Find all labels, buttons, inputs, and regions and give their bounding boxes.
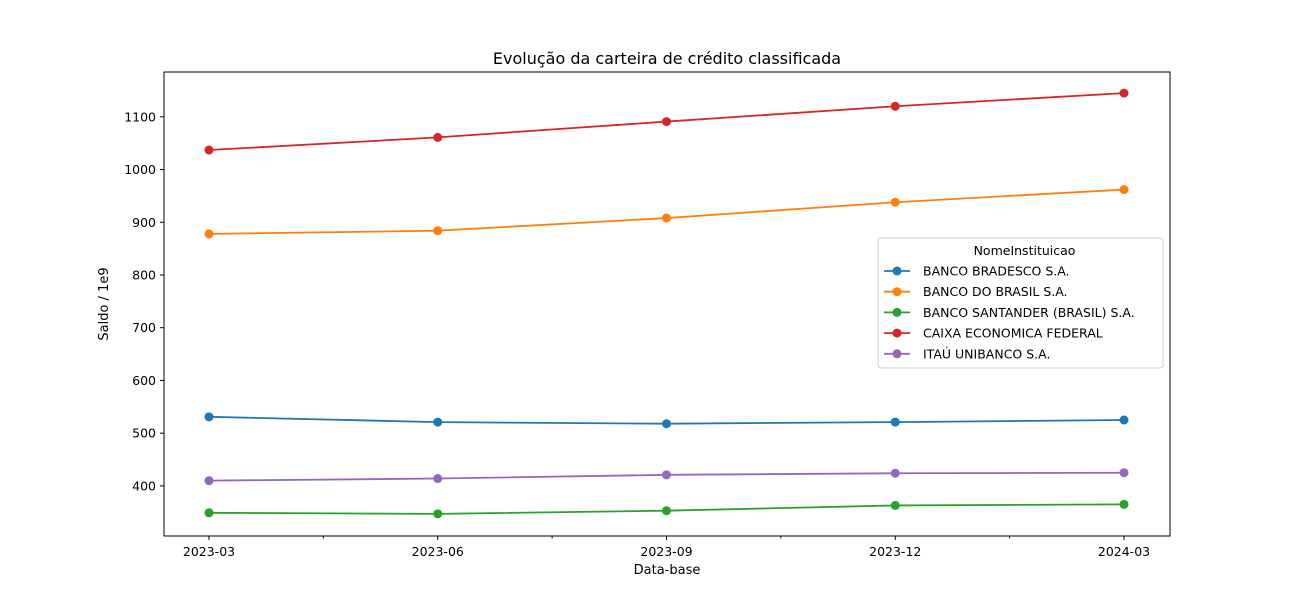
- x-tick-label: 2023-06: [412, 544, 464, 559]
- data-point: [1119, 499, 1129, 509]
- series-0: [204, 412, 1129, 429]
- series-3: [204, 88, 1129, 155]
- legend-title: NomeInstituicao: [974, 243, 1076, 258]
- data-point: [204, 145, 214, 155]
- legend-swatch-marker: [892, 328, 902, 338]
- x-tick-label: 2023-12: [869, 544, 921, 559]
- legend: NomeInstituicao BANCO BRADESCO S.A. BANCO …: [877, 237, 1164, 369]
- legend-swatch-marker: [892, 266, 902, 276]
- data-point: [890, 500, 900, 510]
- data-point: [1119, 415, 1129, 425]
- legend-box: [877, 237, 1164, 369]
- y-tick-label: 1000: [124, 162, 156, 177]
- data-point: [433, 132, 443, 142]
- data-point: [433, 417, 443, 427]
- data-point: [662, 117, 671, 127]
- legend-item: BANCO DO BRASIL S.A.: [884, 284, 1068, 299]
- data-point: [662, 506, 671, 516]
- y-tick-label: 900: [132, 215, 156, 230]
- legend-label: BANCO SANTANDER (BRASIL) S.A.: [923, 305, 1135, 320]
- series-2: [204, 499, 1129, 519]
- data-point: [662, 213, 671, 223]
- legend-item: ITAÚ UNIBANCO S.A.: [884, 346, 1050, 361]
- legend-swatch-marker: [892, 349, 902, 359]
- series-1: [204, 185, 1129, 239]
- data-point: [662, 419, 671, 429]
- y-tick-label: 500: [132, 426, 156, 441]
- data-point: [204, 229, 214, 239]
- y-tick-label: 400: [132, 478, 156, 493]
- legend-item: BANCO BRADESCO S.A.: [884, 264, 1070, 279]
- x-tick-label: 2023-03: [183, 544, 235, 559]
- data-point: [204, 508, 214, 518]
- data-point: [204, 412, 214, 422]
- data-point: [433, 226, 443, 236]
- y-tick-label: 1100: [124, 109, 156, 124]
- legend-label: BANCO DO BRASIL S.A.: [923, 284, 1068, 299]
- data-point: [1119, 88, 1129, 98]
- x-tick-label: 2023-09: [640, 544, 692, 559]
- legend-item: BANCO SANTANDER (BRASIL) S.A.: [884, 305, 1135, 320]
- chart-title: Evolução da carteira de crédito classifi…: [493, 49, 841, 68]
- data-point: [1119, 468, 1129, 478]
- series-line: [208, 188, 1125, 235]
- data-point: [890, 417, 900, 427]
- series-4: [204, 468, 1129, 486]
- legend-swatch-marker: [892, 307, 902, 317]
- series-layer: [204, 88, 1129, 519]
- data-point: [204, 476, 214, 486]
- x-axis: 2023-03 2023-06 2023-09 2023-12 2024-03: [183, 536, 1150, 559]
- x-axis-label: Data-base: [634, 563, 701, 578]
- data-point: [662, 470, 671, 480]
- y-tick-label: 600: [132, 373, 156, 388]
- data-point: [433, 509, 443, 519]
- legend-label: ITAÚ UNIBANCO S.A.: [923, 346, 1050, 361]
- data-point: [890, 468, 900, 478]
- y-tick-label: 700: [132, 320, 156, 335]
- x-tick-label: 2024-03: [1098, 544, 1150, 559]
- legend-label: BANCO BRADESCO S.A.: [923, 264, 1070, 279]
- y-axis-label: Saldo / 1e9: [97, 267, 112, 340]
- y-tick-label: 800: [132, 268, 156, 283]
- data-point: [433, 474, 443, 484]
- legend-item: CAIXA ECONOMICA FEDERAL: [884, 326, 1103, 341]
- data-point: [890, 101, 900, 111]
- data-point: [890, 197, 900, 207]
- y-axis: 400 500 600 700 800 900 1000 1100: [124, 109, 164, 493]
- legend-label: CAIXA ECONOMICA FEDERAL: [923, 326, 1103, 341]
- legend-swatch-marker: [892, 287, 902, 297]
- data-point: [1119, 185, 1129, 195]
